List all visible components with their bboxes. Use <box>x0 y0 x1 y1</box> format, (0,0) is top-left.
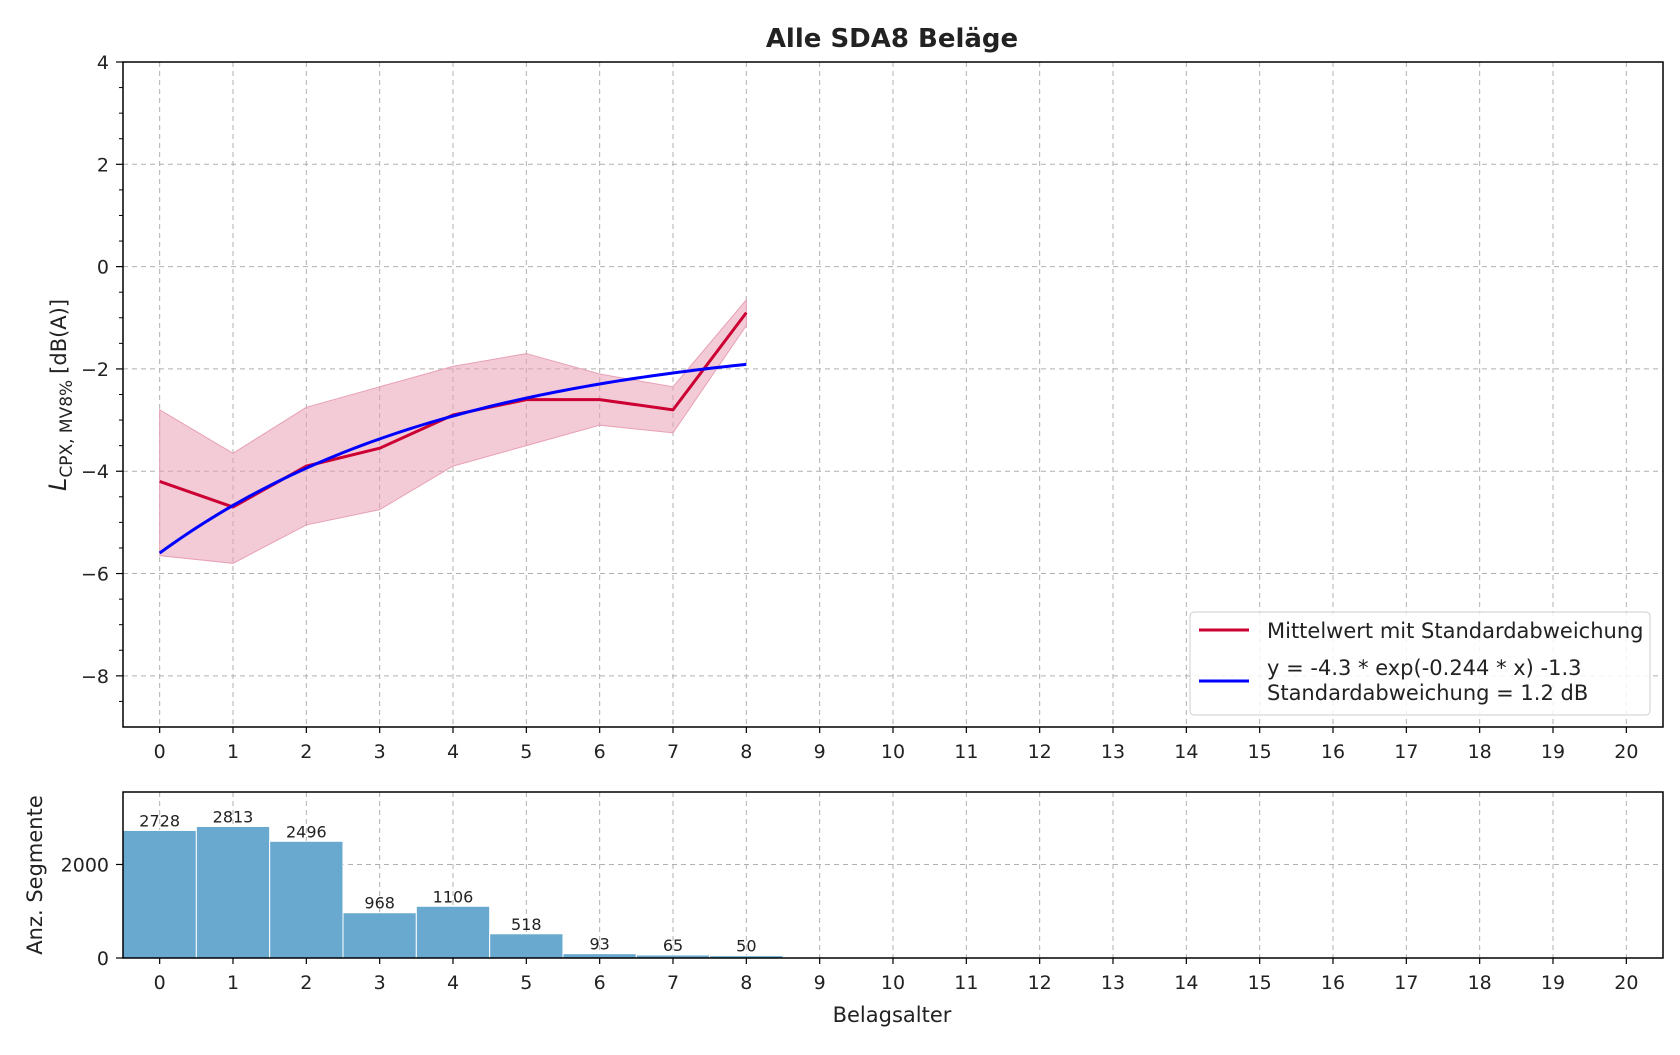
bar-value-label: 968 <box>364 894 395 913</box>
top-x-tick-label: 17 <box>1394 741 1418 763</box>
bottom-x-tick-label: 1 <box>227 972 239 994</box>
bottom-x-tick-label: 3 <box>374 972 386 994</box>
top-x-tick-label: 5 <box>520 741 532 763</box>
top-y-tick-label: −2 <box>81 359 109 381</box>
bar-value-label: 50 <box>736 937 756 956</box>
histogram-bar <box>122 829 197 959</box>
bar-value-label: 2813 <box>213 807 254 826</box>
top-y-tick-label: −4 <box>81 461 109 483</box>
bottom-x-tick-label: 7 <box>667 972 679 994</box>
bottom-grid <box>123 792 1663 958</box>
top-x-tick-label: 10 <box>881 741 905 763</box>
top-y-tick-label: −6 <box>81 564 109 586</box>
histogram-bar <box>195 825 271 959</box>
bottom-y-ticks: 0 2000 <box>61 854 123 970</box>
top-x-tick-label: 19 <box>1541 741 1565 763</box>
bottom-x-tick-label: 14 <box>1174 972 1198 994</box>
bar-value-label: 93 <box>589 935 609 954</box>
bottom-x-tick-label: 0 <box>154 972 166 994</box>
bottom-x-tick-label: 2 <box>300 972 312 994</box>
top-y-axis-label: LCPX, MV8% [dB(A)] <box>44 299 77 491</box>
bar-value-label: 2496 <box>286 822 327 841</box>
bottom-y-tick-label: 2000 <box>61 854 109 876</box>
bottom-y-axis-label: Anz. Segmente <box>23 795 47 954</box>
bottom-x-tick-label: 16 <box>1321 972 1345 994</box>
top-x-tick-label: 8 <box>740 741 752 763</box>
bar-value-label: 518 <box>511 915 542 934</box>
legend-mean-label: Mittelwert mit Standardabweichung <box>1267 619 1643 643</box>
bottom-x-tick-label: 20 <box>1614 972 1638 994</box>
bottom-x-tick-label: 13 <box>1101 972 1125 994</box>
top-x-tick-label: 11 <box>954 741 978 763</box>
top-x-tick-label: 12 <box>1028 741 1052 763</box>
top-x-tick-label: 9 <box>814 741 826 763</box>
ylabel-main: L <box>44 478 72 491</box>
top-y-tick-label: 4 <box>97 52 109 74</box>
bottom-x-tick-label: 10 <box>881 972 905 994</box>
top-grid <box>123 62 1663 727</box>
bottom-x-ticks: 0 1 2 3 4 5 6 7 8 9 10 11 12 13 14 15 16 17 18 19 20 <box>154 958 1638 994</box>
legend-fit-label-line1: y = -4.3 * exp(-0.244 * x) -1.3 <box>1267 656 1582 680</box>
top-x-tick-label: 7 <box>667 741 679 763</box>
top-y-tick-label: −8 <box>81 666 109 688</box>
bottom-x-tick-label: 6 <box>594 972 606 994</box>
bottom-bars-group <box>122 825 784 959</box>
fit-curve <box>158 362 747 555</box>
histogram-bar <box>489 933 564 959</box>
top-x-tick-label: 2 <box>300 741 312 763</box>
std-deviation-band <box>159 298 747 564</box>
ylabel-unit: [dB(A)] <box>47 299 71 374</box>
top-std-band-group <box>159 298 747 564</box>
top-x-tick-label: 14 <box>1174 741 1198 763</box>
top-y-tick-label: 0 <box>97 257 109 279</box>
chart-title: Alle SDA8 Beläge <box>766 24 1018 54</box>
bottom-bar-labels: 2728 2813 2496 968 1106 518 93 65 50 <box>139 807 756 955</box>
bottom-x-tick-label: 9 <box>814 972 826 994</box>
top-y-ticks: 4 2 0 −2 −4 −6 −8 <box>81 52 123 702</box>
legend: Mittelwert mit Standardabweichung y = -4… <box>1189 611 1651 716</box>
histogram-bar <box>415 905 491 959</box>
bottom-x-tick-label: 12 <box>1028 972 1052 994</box>
bottom-x-tick-label: 17 <box>1394 972 1418 994</box>
bottom-y-tick-label: 0 <box>97 948 109 970</box>
bottom-x-tick-label: 4 <box>447 972 459 994</box>
top-y-tick-label: 2 <box>97 154 109 176</box>
legend-box <box>1189 611 1651 716</box>
bottom-x-tick-label: 18 <box>1468 972 1492 994</box>
top-x-tick-label: 3 <box>374 741 386 763</box>
legend-fit-label-line2: Standardabweichung = 1.2 dB <box>1267 681 1588 705</box>
top-x-tick-label: 18 <box>1468 741 1492 763</box>
top-x-tick-label: 6 <box>594 741 606 763</box>
top-x-ticks: 0 1 2 3 4 5 6 7 8 9 10 11 12 13 14 15 16 17 18 19 20 <box>154 727 1638 763</box>
bottom-x-axis-label: Belagsalter <box>833 1003 952 1027</box>
bar-value-label: 2728 <box>139 811 180 830</box>
bottom-x-tick-label: 11 <box>954 972 978 994</box>
bottom-x-tick-label: 15 <box>1248 972 1272 994</box>
top-x-tick-label: 4 <box>447 741 459 763</box>
bottom-x-tick-label: 19 <box>1541 972 1565 994</box>
bar-value-label: 65 <box>663 936 683 955</box>
bottom-x-tick-label: 5 <box>520 972 532 994</box>
histogram-bar <box>269 840 344 959</box>
top-x-tick-label: 0 <box>154 741 166 763</box>
top-x-tick-label: 1 <box>227 741 239 763</box>
ylabel-sub: CPX, MV8% <box>57 380 77 478</box>
top-x-tick-label: 20 <box>1614 741 1638 763</box>
bar-value-label: 1106 <box>433 887 474 906</box>
top-x-tick-label: 15 <box>1248 741 1272 763</box>
top-x-tick-label: 16 <box>1321 741 1345 763</box>
histogram-bar <box>342 912 417 959</box>
bottom-x-tick-label: 8 <box>740 972 752 994</box>
top-x-tick-label: 13 <box>1101 741 1125 763</box>
top-lines-group <box>158 311 748 555</box>
